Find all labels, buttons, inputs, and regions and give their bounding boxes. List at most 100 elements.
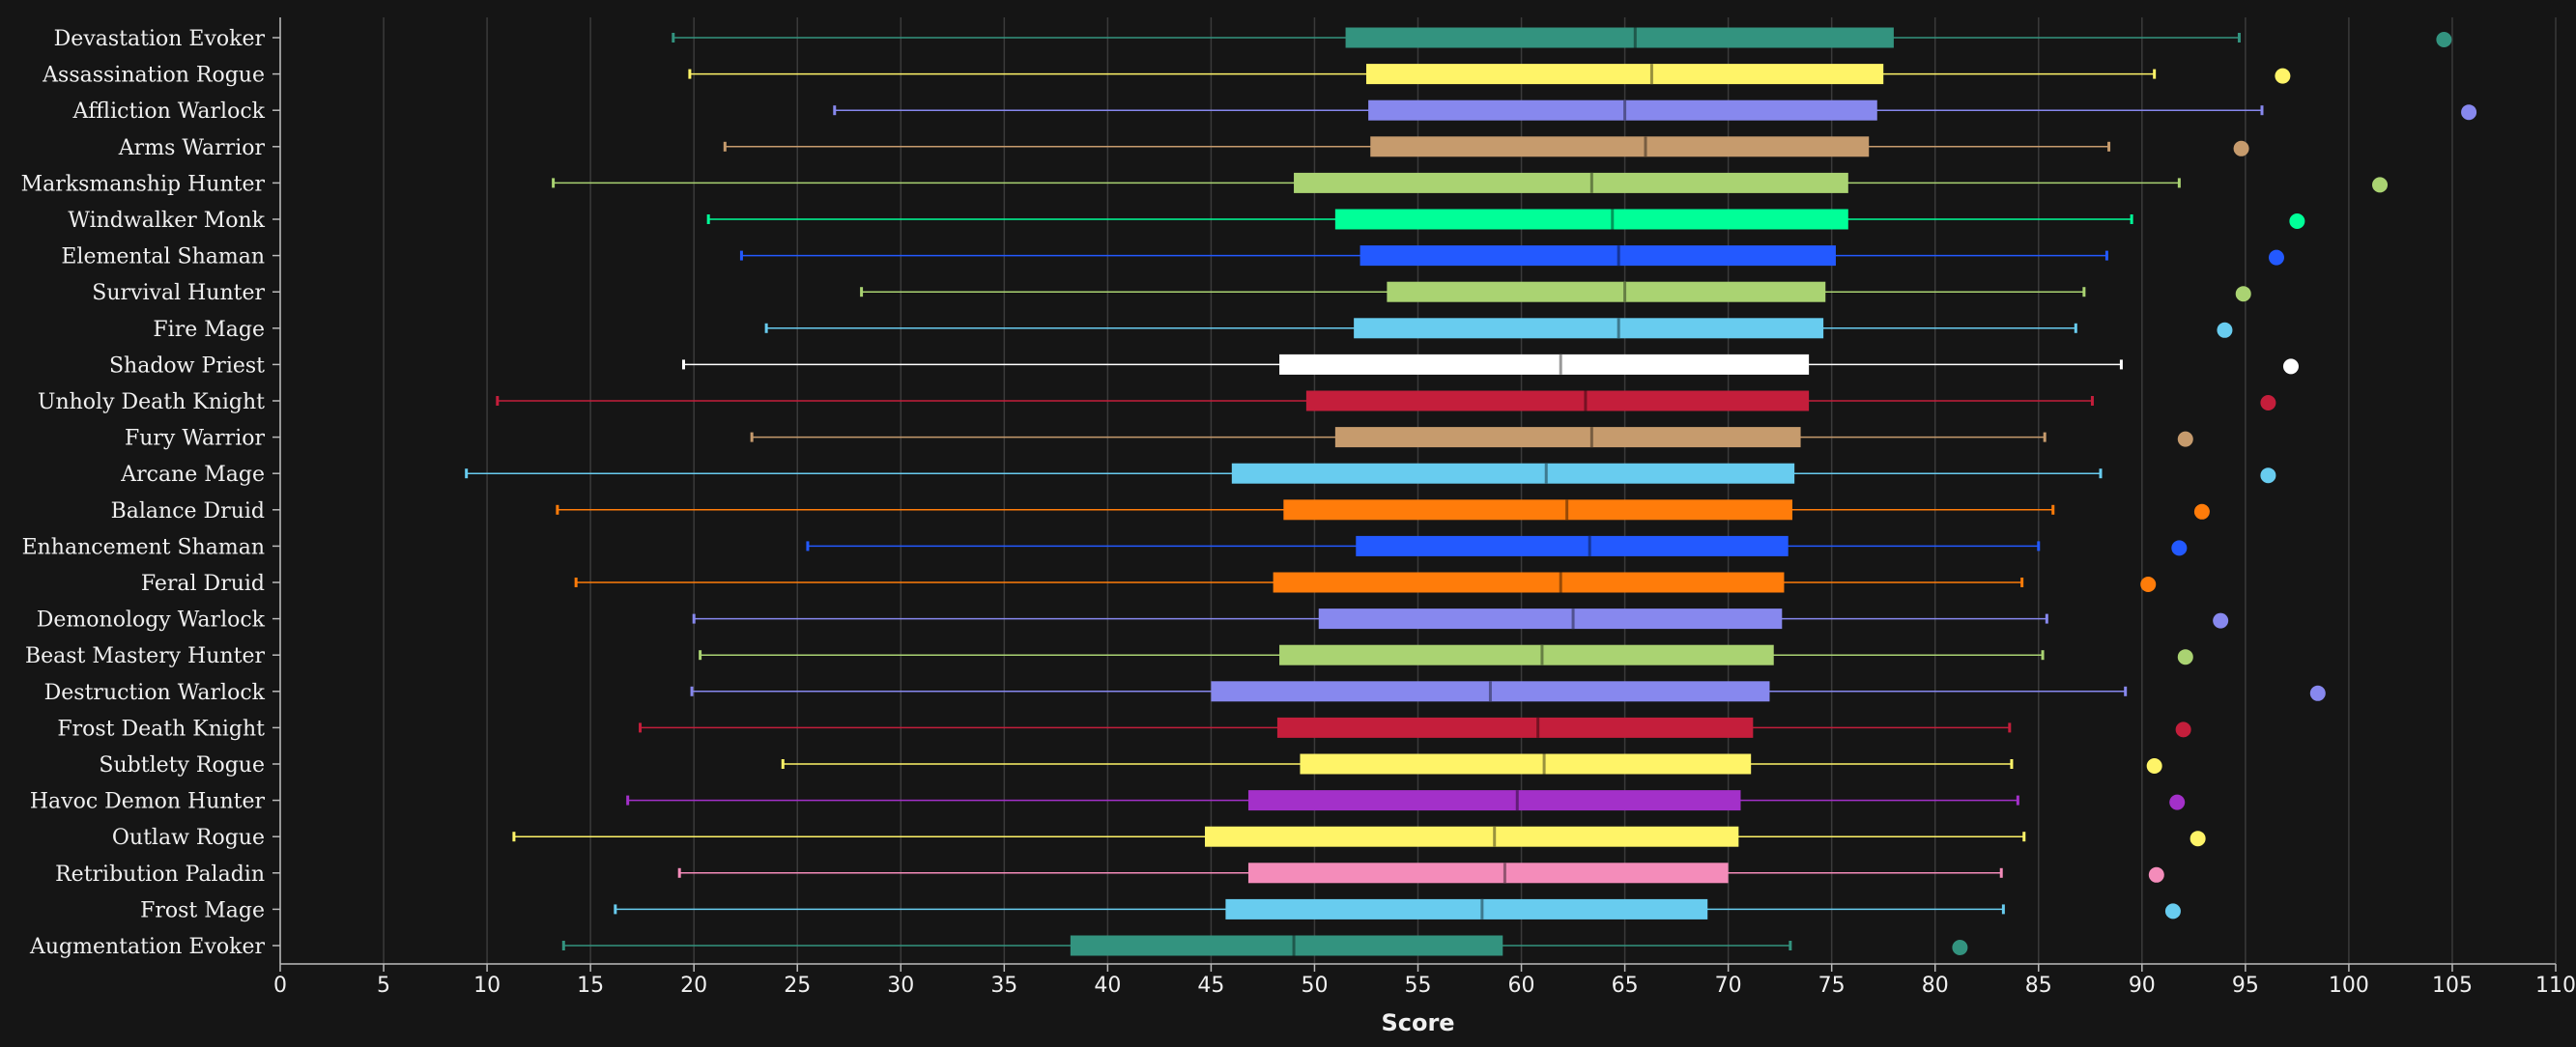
category-label-unholy-death-knight: Unholy Death Knight bbox=[38, 390, 265, 414]
point-affliction-warlock bbox=[2461, 104, 2477, 121]
series-windwalker-monk bbox=[706, 209, 2305, 230]
x-tick-label-25: 25 bbox=[784, 974, 811, 998]
point-frost-mage bbox=[2164, 903, 2181, 920]
category-label-frost-mage: Frost Mage bbox=[140, 898, 265, 922]
x-tick-label-55: 55 bbox=[1405, 974, 1432, 998]
point-arms-warrior bbox=[2233, 140, 2249, 156]
x-tick-label-60: 60 bbox=[1508, 974, 1535, 998]
series-shadow-priest bbox=[681, 354, 2299, 375]
box-augmentation-evoker bbox=[1070, 935, 1503, 956]
x-tick-label-75: 75 bbox=[1818, 974, 1846, 998]
x-tick-label-110: 110 bbox=[2535, 974, 2576, 998]
point-survival-hunter bbox=[2235, 286, 2251, 302]
point-frost-death-knight bbox=[2175, 722, 2191, 738]
x-tick-label-10: 10 bbox=[473, 974, 501, 998]
category-label-arms-warrior: Arms Warrior bbox=[118, 136, 266, 160]
point-fury-warrior bbox=[2177, 431, 2193, 447]
series-unholy-death-knight bbox=[496, 390, 2276, 411]
point-retribution-paladin bbox=[2148, 866, 2164, 883]
x-axis-title: Score bbox=[1381, 1009, 1454, 1036]
box-assassination-rogue bbox=[1365, 64, 1884, 85]
series-fire-mage bbox=[764, 318, 2233, 339]
series-enhancement-shaman bbox=[806, 535, 2188, 556]
category-label-marksmanship-hunter: Marksmanship Hunter bbox=[21, 172, 266, 196]
box-fury-warrior bbox=[1334, 427, 1801, 448]
point-devastation-evoker bbox=[2436, 32, 2452, 47]
box-arcane-mage bbox=[1231, 463, 1795, 484]
x-tick-label-95: 95 bbox=[2232, 974, 2259, 998]
series-beast-mastery-hunter bbox=[699, 644, 2193, 665]
box-frost-mage bbox=[1225, 898, 1708, 920]
category-label-outlaw-rogue: Outlaw Rogue bbox=[112, 826, 265, 850]
category-label-balance-druid: Balance Druid bbox=[111, 499, 265, 524]
category-label-feral-druid: Feral Druid bbox=[141, 572, 265, 596]
box-demonology-warlock bbox=[1318, 608, 1783, 630]
series-arms-warrior bbox=[723, 136, 2249, 157]
box-devastation-evoker bbox=[1345, 27, 1894, 48]
category-label-arcane-mage: Arcane Mage bbox=[120, 463, 265, 487]
box-retribution-paladin bbox=[1247, 863, 1729, 884]
series-destruction-warlock bbox=[690, 681, 2326, 702]
box-frost-death-knight bbox=[1276, 717, 1754, 738]
category-label-survival-hunter: Survival Hunter bbox=[92, 281, 265, 305]
x-tick-label-40: 40 bbox=[1094, 974, 1121, 998]
box-unholy-death-knight bbox=[1305, 390, 1810, 411]
series-assassination-rogue bbox=[688, 64, 2291, 85]
category-label-retribution-paladin: Retribution Paladin bbox=[55, 863, 265, 887]
x-tick-label-100: 100 bbox=[2329, 974, 2369, 998]
category-label-havoc-demon-hunter: Havoc Demon Hunter bbox=[30, 790, 266, 814]
box-subtlety-rogue bbox=[1300, 753, 1752, 775]
series-devastation-evoker bbox=[672, 27, 2452, 48]
point-beast-mastery-hunter bbox=[2177, 649, 2193, 665]
point-marksmanship-hunter bbox=[2372, 177, 2389, 193]
x-tick-label-90: 90 bbox=[2129, 974, 2156, 998]
box-marksmanship-hunter bbox=[1294, 172, 1848, 193]
series-frost-death-knight bbox=[639, 717, 2191, 738]
x-tick-label-45: 45 bbox=[1197, 974, 1224, 998]
series-balance-druid bbox=[556, 499, 2210, 521]
x-tick-label-65: 65 bbox=[1612, 974, 1639, 998]
x-tick-label-80: 80 bbox=[1922, 974, 1949, 998]
box-havoc-demon-hunter bbox=[1247, 790, 1741, 811]
box-enhancement-shaman bbox=[1356, 535, 1789, 556]
point-outlaw-rogue bbox=[2190, 831, 2206, 847]
x-tick-label-5: 5 bbox=[377, 974, 390, 998]
x-tick-label-0: 0 bbox=[273, 974, 287, 998]
series-demonology-warlock bbox=[692, 608, 2229, 630]
series-affliction-warlock bbox=[833, 99, 2477, 121]
series-marksmanship-hunter bbox=[552, 172, 2389, 193]
category-label-frost-death-knight: Frost Death Knight bbox=[57, 717, 265, 741]
series-fury-warrior bbox=[750, 427, 2193, 448]
axes: 0 5 10 15 20 25 30 35 40 45 50 55 60 65 70 75 80 85 90 95 10… bbox=[21, 17, 2576, 998]
category-label-subtlety-rogue: Subtlety Rogue bbox=[99, 753, 265, 778]
box-shadow-priest bbox=[1279, 354, 1810, 375]
point-elemental-shaman bbox=[2268, 249, 2284, 266]
point-assassination-rogue bbox=[2275, 68, 2291, 84]
point-shadow-priest bbox=[2282, 358, 2299, 375]
category-label-affliction-warlock: Affliction Warlock bbox=[72, 99, 266, 124]
box-fire-mage bbox=[1354, 318, 1824, 339]
x-tick-label-30: 30 bbox=[887, 974, 914, 998]
box-survival-hunter bbox=[1387, 281, 1826, 302]
category-label-windwalker-monk: Windwalker Monk bbox=[68, 209, 265, 233]
point-unholy-death-knight bbox=[2260, 395, 2276, 410]
category-label-augmentation-evoker: Augmentation Evoker bbox=[29, 935, 266, 959]
point-fire-mage bbox=[2217, 322, 2233, 338]
box-balance-druid bbox=[1283, 499, 1793, 521]
point-subtlety-rogue bbox=[2146, 758, 2162, 774]
box-windwalker-monk bbox=[1334, 209, 1848, 230]
box-beast-mastery-hunter bbox=[1279, 644, 1774, 665]
box-elemental-shaman bbox=[1360, 245, 1836, 267]
series-outlaw-rogue bbox=[512, 826, 2206, 847]
x-tick-label-15: 15 bbox=[577, 974, 604, 998]
box-affliction-warlock bbox=[1368, 99, 1877, 121]
box-outlaw-rogue bbox=[1204, 826, 1739, 847]
series-subtlety-rogue bbox=[781, 753, 2162, 775]
category-label-fury-warrior: Fury Warrior bbox=[125, 427, 266, 451]
category-label-assassination-rogue: Assassination Rogue bbox=[42, 64, 265, 88]
box-arms-warrior bbox=[1370, 136, 1870, 157]
category-label-demonology-warlock: Demonology Warlock bbox=[37, 608, 266, 633]
series-frost-mage bbox=[614, 898, 2181, 920]
x-tick-label-70: 70 bbox=[1715, 974, 1742, 998]
